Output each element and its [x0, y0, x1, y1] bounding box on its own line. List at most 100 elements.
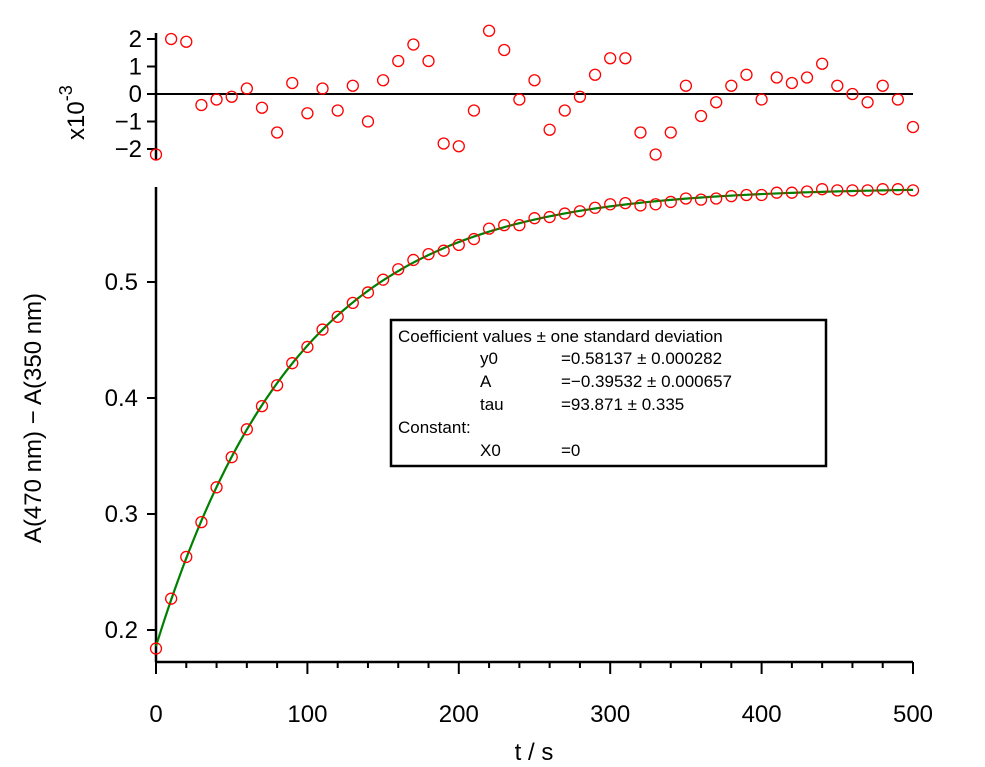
- data-point: [452, 238, 465, 252]
- data-point: [573, 205, 587, 218]
- residual-y-tick-label: −1: [115, 109, 142, 136]
- main-x-tick-label: 400: [742, 701, 782, 728]
- data-point: [816, 183, 829, 196]
- residual-point: [149, 148, 163, 161]
- residual-point: [467, 104, 481, 117]
- legend-box: [389, 318, 828, 468]
- residual-point: [437, 137, 450, 150]
- data-point: [180, 550, 193, 564]
- residual-point: [255, 101, 269, 114]
- residual-point: [407, 38, 420, 51]
- residual-point: [180, 35, 193, 48]
- data-point: [770, 186, 783, 199]
- data-point: [800, 185, 814, 198]
- residual-point: [573, 90, 587, 103]
- residual-point: [301, 107, 314, 120]
- legend-constant-name: X0: [480, 441, 501, 460]
- data-point: [846, 184, 859, 197]
- residual-point: [164, 32, 178, 46]
- legend-row-name: A: [480, 372, 492, 391]
- data-point: [407, 253, 420, 267]
- legend-row-value: =93.871 ± 0.335: [561, 395, 684, 414]
- data-point: [679, 192, 693, 205]
- residual-point: [755, 93, 768, 106]
- data-point: [604, 198, 617, 211]
- data-point: [467, 232, 481, 246]
- residual-point: [270, 126, 284, 139]
- data-point: [376, 273, 390, 286]
- residual-point: [482, 24, 496, 37]
- data-point: [270, 379, 284, 392]
- data-point: [558, 207, 571, 220]
- data-point: [255, 399, 269, 413]
- residual-point: [225, 90, 238, 103]
- data-point: [876, 183, 889, 196]
- residual-point: [634, 126, 647, 139]
- residual-markers: [149, 24, 920, 161]
- residual-point: [694, 109, 708, 123]
- residual-point: [679, 79, 693, 92]
- residual-point: [558, 104, 571, 117]
- main-x-tick-label: 300: [590, 701, 630, 728]
- residual-point: [392, 54, 405, 68]
- data-point: [392, 263, 405, 276]
- residual-point: [831, 79, 844, 92]
- legend-row-name: tau: [480, 395, 504, 414]
- residual-point: [331, 104, 344, 117]
- main-y-tick-label: 0.3: [105, 501, 138, 528]
- coefficient-legend: Coefficient values ± one standard deviat…: [389, 318, 828, 468]
- residual-point: [800, 71, 814, 84]
- residual-point: [498, 43, 511, 57]
- residual-point: [649, 148, 662, 161]
- data-point: [694, 193, 708, 206]
- main-panel: 0.2 0.3 0.4 0.5 0 100 200 300 400 500 A(470 nm) …: [20, 183, 933, 766]
- data-point: [195, 515, 208, 529]
- main-x-tick-label: 0: [149, 701, 162, 728]
- legend-constant-label: Constant:: [398, 418, 471, 437]
- main-x-tick-label: 200: [439, 701, 479, 728]
- data-point: [225, 451, 238, 464]
- residual-point: [664, 126, 677, 139]
- residual-point: [740, 68, 753, 81]
- data-point: [149, 642, 163, 655]
- data-point: [906, 184, 920, 197]
- main-x-ticks: 0 100 200 300 400 500: [149, 662, 933, 728]
- residual-point: [619, 52, 632, 65]
- residual-y-axis-title-exponent: -3: [56, 85, 76, 101]
- data-point: [710, 192, 723, 205]
- data-point: [422, 248, 435, 261]
- residual-point: [240, 82, 253, 95]
- residual-point: [816, 57, 829, 70]
- data-point: [331, 310, 344, 323]
- data-point: [785, 186, 799, 199]
- data-point: [664, 195, 677, 209]
- residual-point: [785, 76, 799, 90]
- residual-y-tick-label: 0: [129, 81, 142, 108]
- residual-point: [876, 79, 889, 92]
- residual-point: [376, 74, 390, 87]
- data-point: [891, 183, 905, 196]
- residual-point: [195, 98, 208, 112]
- residual-point: [210, 93, 223, 106]
- main-x-tick-label: 100: [287, 701, 327, 728]
- data-point: [831, 184, 844, 197]
- main-y-tick-label: 0.2: [105, 617, 138, 644]
- residual-point: [770, 71, 783, 84]
- data-point: [210, 481, 223, 494]
- data-point: [634, 199, 647, 212]
- legend-row-value: =−0.39532 ± 0.000657: [561, 372, 732, 391]
- data-point: [740, 188, 753, 202]
- residual-y-tick-label: −2: [115, 136, 142, 163]
- residual-point: [861, 96, 874, 109]
- data-point: [498, 219, 511, 232]
- residual-point: [422, 54, 435, 68]
- residual-point: [528, 74, 541, 87]
- residual-y-axis-title: x10-3: [56, 85, 90, 140]
- main-y-tick-label: 0.5: [105, 269, 138, 296]
- residual-point: [286, 76, 299, 90]
- residual-point: [604, 52, 617, 65]
- residual-point: [513, 93, 526, 106]
- data-point: [755, 188, 768, 202]
